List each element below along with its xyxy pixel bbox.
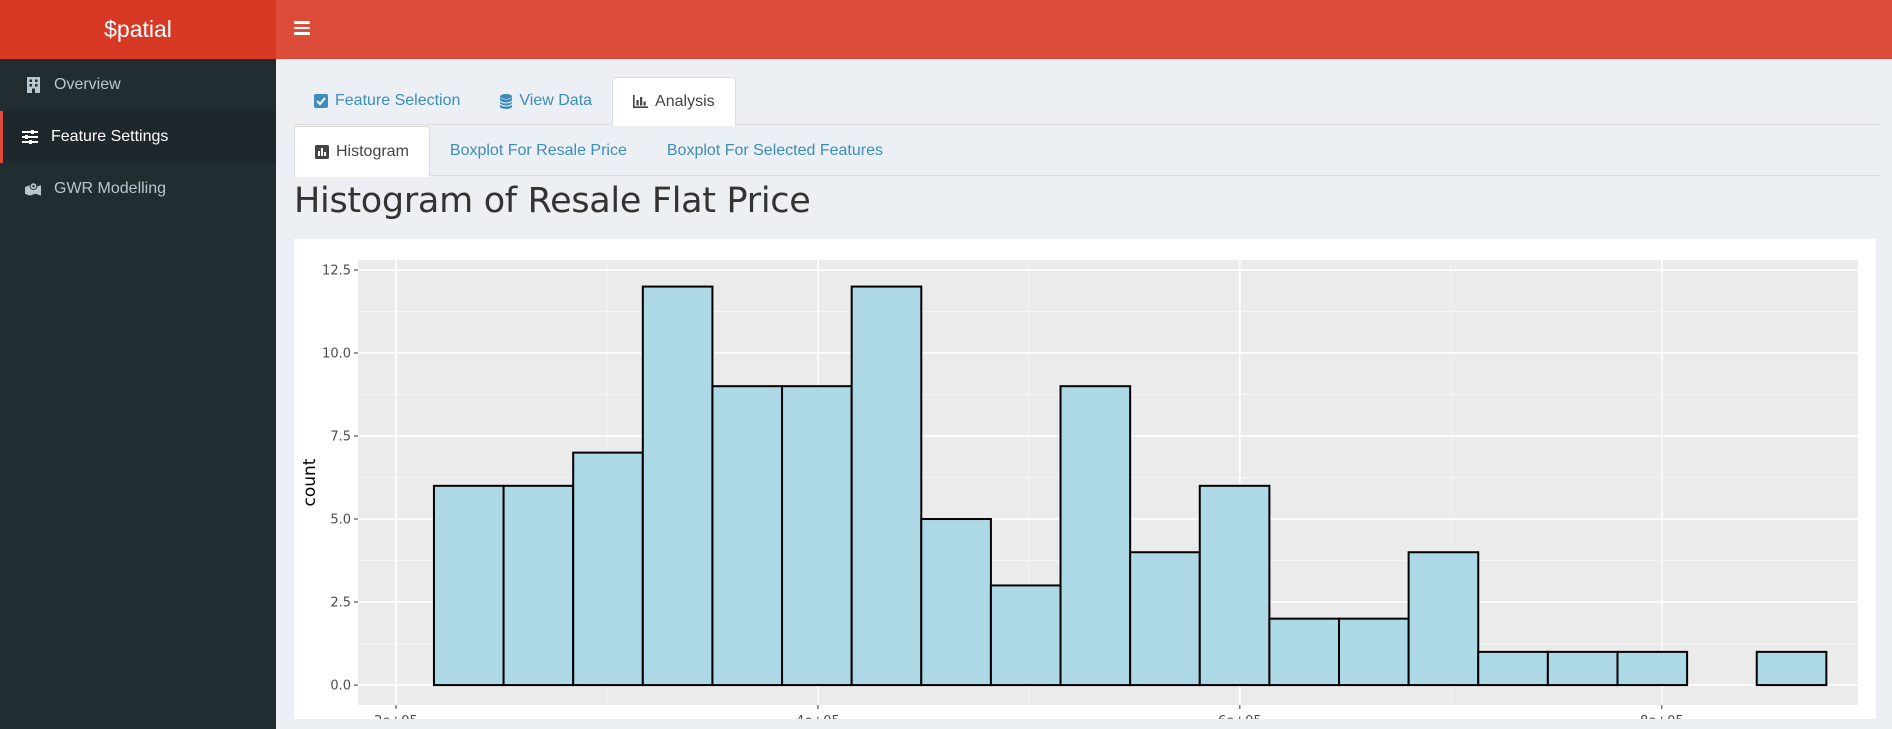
checkbox-icon <box>314 94 328 108</box>
map-marker-icon <box>25 181 41 197</box>
histogram-bar <box>1269 619 1339 685</box>
building-icon <box>25 77 41 93</box>
tab-label: View Data <box>519 92 592 110</box>
bar-chart-icon <box>633 95 648 108</box>
sub-tabs: Histogram Boxplot For Resale Price Boxpl… <box>294 126 1880 176</box>
histogram-bar <box>1130 552 1200 685</box>
x-tick-label: 8e+05 <box>1640 714 1684 719</box>
histogram-chart: 2e+05 4e+05 6e+05 8e+05 0.0 2.5 5.0 7.5 10.0 12.5… <box>294 239 1876 719</box>
page-title: Histogram of Resale Flat Price <box>294 181 810 221</box>
sidebar-toggle-icon[interactable] <box>294 21 310 35</box>
y-tick-label: 2.5 <box>330 596 351 611</box>
y-tick-label: 0.0 <box>330 679 351 694</box>
app-logo[interactable]: $patial <box>0 0 276 59</box>
histogram-bar <box>712 386 782 685</box>
histogram-bar <box>1548 652 1618 685</box>
x-tick-label: 4e+05 <box>796 714 840 719</box>
histogram-bar <box>991 585 1061 685</box>
y-tick-label: 7.5 <box>330 430 351 445</box>
histogram-bar <box>1200 486 1270 685</box>
app-title: $patial <box>104 16 172 43</box>
database-icon <box>500 94 512 109</box>
main-content: Feature Selection View Data Analysis His… <box>276 59 1892 729</box>
histogram-bar <box>1061 386 1131 685</box>
sidebar-item-feature-settings[interactable]: Feature Settings <box>0 111 276 163</box>
y-tick-label: 12.5 <box>322 263 351 278</box>
sliders-icon <box>22 129 38 145</box>
histogram-bar <box>921 519 991 685</box>
histogram-bar <box>1409 552 1479 685</box>
histogram-bar <box>643 287 713 686</box>
tab-label: Boxplot For Resale Price <box>450 142 627 160</box>
tab-label: Histogram <box>336 143 409 161</box>
tab-view-data[interactable]: View Data <box>480 77 612 125</box>
bar-chart-icon <box>315 145 329 159</box>
sidebar: Overview Feature Settings GWR Modelling <box>0 59 276 729</box>
y-tick-label: 10.0 <box>322 346 351 361</box>
tab-boxplot-resale-price[interactable]: Boxplot For Resale Price <box>430 126 647 176</box>
main-tabs: Feature Selection View Data Analysis <box>294 77 1880 125</box>
tab-feature-selection[interactable]: Feature Selection <box>294 77 480 125</box>
tab-label: Boxplot For Selected Features <box>667 142 883 160</box>
histogram-bar <box>852 287 922 686</box>
x-tick-label: 2e+05 <box>374 714 418 719</box>
histogram-bar <box>1757 652 1827 685</box>
histogram-bar <box>504 486 574 685</box>
top-navbar <box>276 0 1892 59</box>
y-axis-label: count <box>300 458 320 506</box>
tab-label: Analysis <box>655 93 715 111</box>
histogram-bar <box>1478 652 1548 685</box>
sidebar-item-label: Overview <box>54 76 121 94</box>
sidebar-item-label: GWR Modelling <box>54 180 166 198</box>
histogram-bar <box>573 453 643 685</box>
tab-boxplot-selected-features[interactable]: Boxplot For Selected Features <box>647 126 903 176</box>
tab-analysis[interactable]: Analysis <box>612 77 736 126</box>
histogram-bar <box>1617 652 1687 685</box>
sidebar-item-label: Feature Settings <box>51 128 168 146</box>
tab-histogram[interactable]: Histogram <box>294 126 430 177</box>
x-tick-label: 6e+05 <box>1218 714 1262 719</box>
histogram-bar <box>782 386 852 685</box>
histogram-bar <box>434 486 504 685</box>
sidebar-item-gwr-modelling[interactable]: GWR Modelling <box>0 163 276 215</box>
histogram-bar <box>1339 619 1409 685</box>
tab-label: Feature Selection <box>335 92 460 110</box>
y-tick-label: 5.0 <box>330 513 351 528</box>
histogram-plot: 2e+05 4e+05 6e+05 8e+05 0.0 2.5 5.0 7.5 10.0 12.5… <box>294 239 1876 719</box>
sidebar-item-overview[interactable]: Overview <box>0 59 276 111</box>
